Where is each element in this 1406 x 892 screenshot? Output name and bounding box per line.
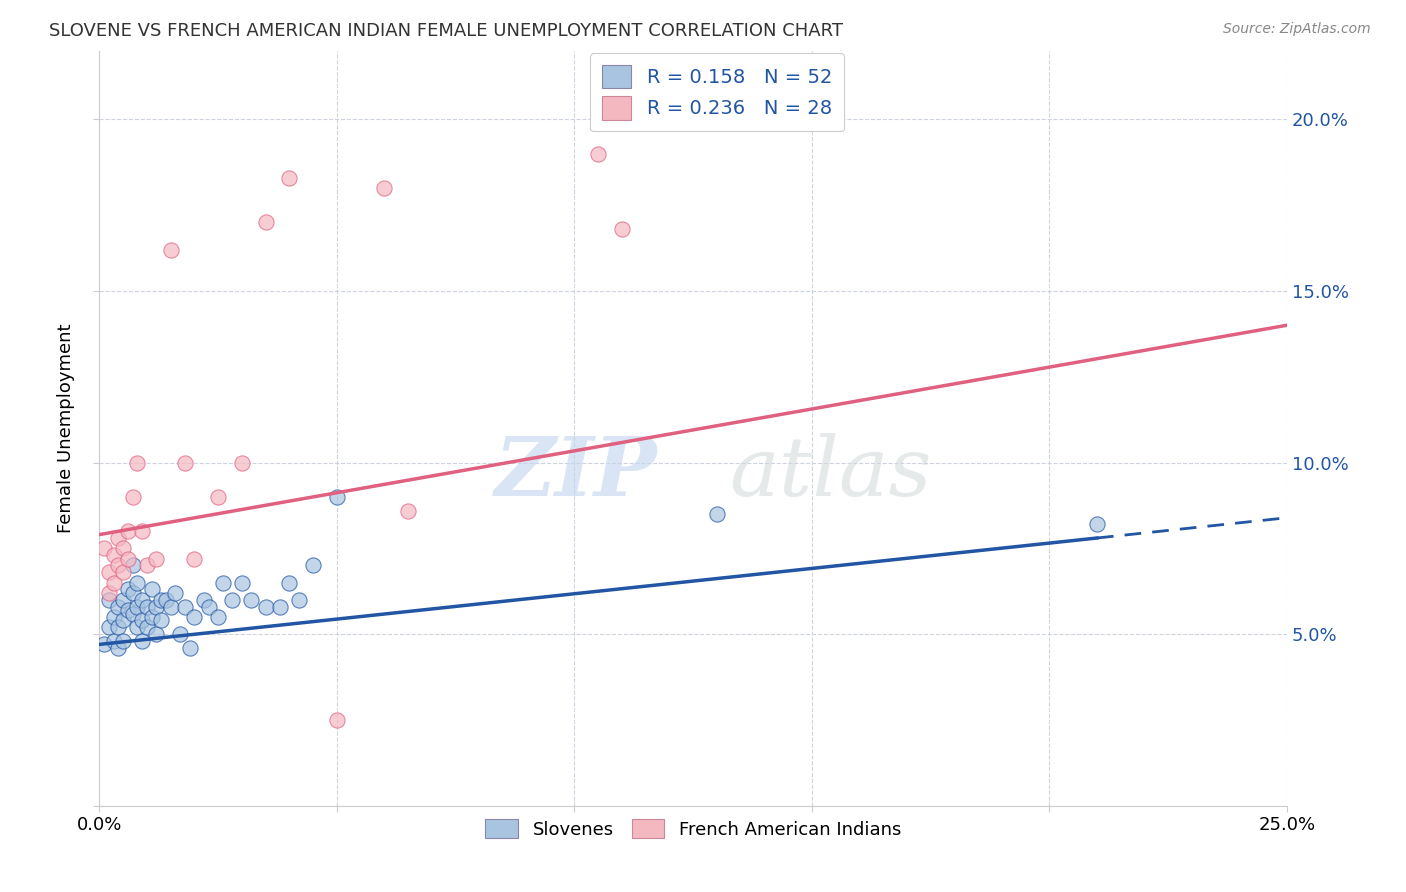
Point [373,181,395,195]
Point [155,592,177,607]
Point [141,582,163,597]
Point [112,634,135,648]
Point [302,558,325,573]
Point [107,640,129,655]
Point [145,551,167,566]
Point [278,575,301,590]
Point [288,592,311,607]
Point [396,503,419,517]
Point [197,599,219,614]
Point [231,575,253,590]
Point [269,599,291,614]
Point [127,599,149,614]
Point [112,592,135,607]
Point [169,627,191,641]
Point [145,599,167,614]
Point [121,607,143,621]
Point [121,490,143,504]
Point [98,592,121,607]
Text: Source: ZipAtlas.com: Source: ZipAtlas.com [1223,22,1371,37]
Point [159,599,181,614]
Point [136,599,159,614]
Point [179,640,201,655]
Point [117,603,139,617]
Point [127,456,149,470]
Point [103,610,125,624]
Point [141,610,163,624]
Point [145,627,167,641]
Point [121,586,143,600]
Point [98,566,121,580]
Y-axis label: Female Unemployment: Female Unemployment [58,324,75,533]
Point [93,541,115,556]
Legend: Slovenes, French American Indians: Slovenes, French American Indians [478,812,908,846]
Point [136,620,159,634]
Point [127,620,149,634]
Point [254,599,277,614]
Point [150,613,173,627]
Point [131,524,153,538]
Point [610,222,633,236]
Point [131,634,153,648]
Point [193,592,215,607]
Point [183,551,205,566]
Point [107,531,129,545]
Text: SLOVENE VS FRENCH AMERICAN INDIAN FEMALE UNEMPLOYMENT CORRELATION CHART: SLOVENE VS FRENCH AMERICAN INDIAN FEMALE… [49,22,844,40]
Point [98,620,121,634]
Point [278,170,301,185]
Point [127,575,149,590]
Point [98,586,121,600]
Point [136,558,159,573]
Point [207,490,229,504]
Point [112,613,135,627]
Point [93,637,115,651]
Point [165,586,187,600]
Point [112,566,135,580]
Point [207,610,229,624]
Point [131,592,153,607]
Point [131,613,153,627]
Point [159,243,181,257]
Point [254,215,277,229]
Point [212,575,235,590]
Text: atlas: atlas [728,434,931,514]
Point [107,620,129,634]
Point [1085,517,1108,532]
Point [326,713,349,727]
Point [231,456,253,470]
Point [107,599,129,614]
Point [221,592,243,607]
Point [706,507,728,521]
Point [121,558,143,573]
Point [183,610,205,624]
Point [117,551,139,566]
Point [240,592,263,607]
Point [103,634,125,648]
Point [174,599,197,614]
Point [326,490,349,504]
Point [107,558,129,573]
Text: ZIP: ZIP [495,434,658,514]
Point [117,524,139,538]
Point [586,146,609,161]
Point [150,592,173,607]
Point [103,575,125,590]
Point [112,541,135,556]
Point [103,548,125,562]
Point [174,456,197,470]
Point [117,582,139,597]
